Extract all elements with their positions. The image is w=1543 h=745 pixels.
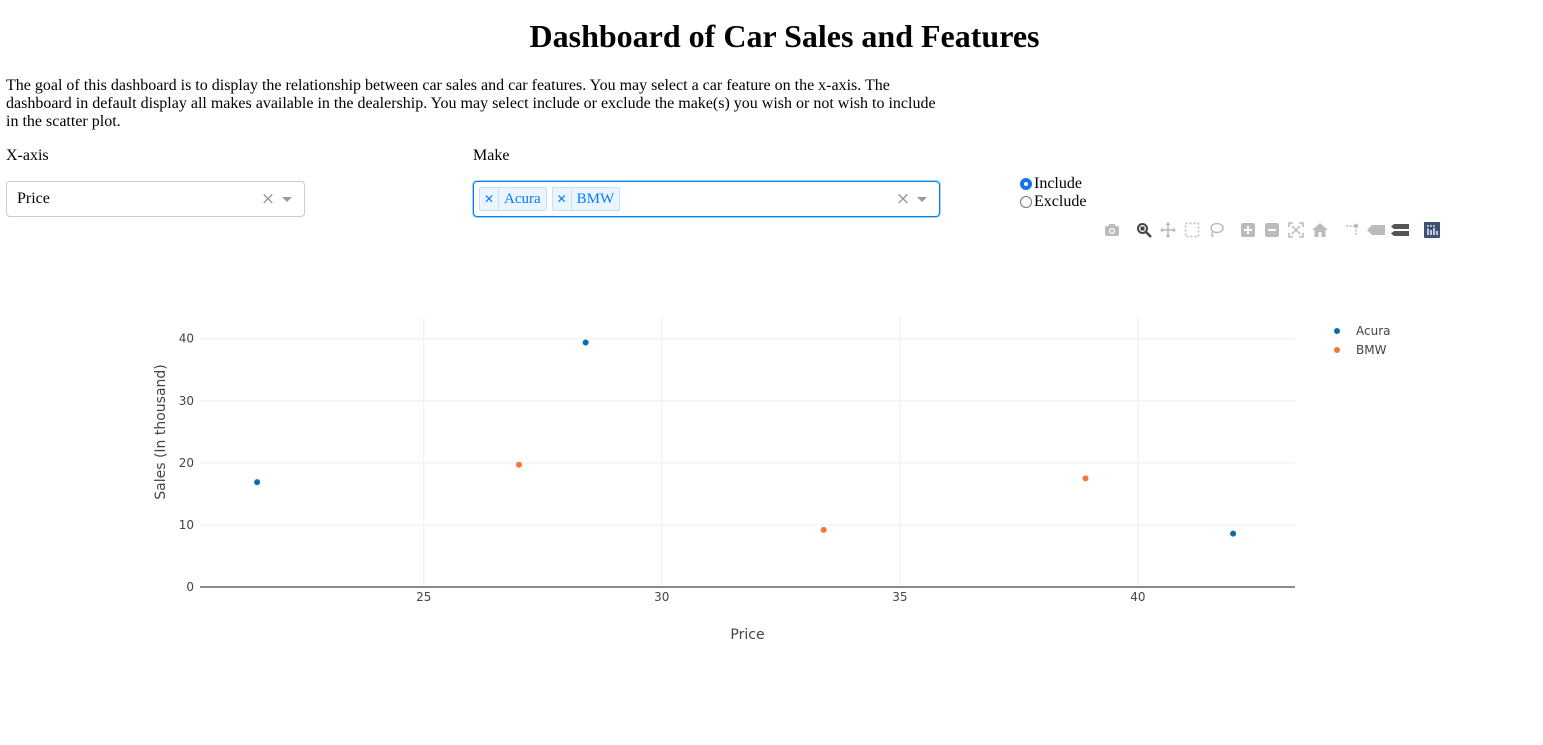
point-bmw-1[interactable] xyxy=(820,526,827,533)
make-tag-acura: ✕ Acura xyxy=(479,187,547,211)
make-label: Make xyxy=(473,147,510,164)
xaxis-clear-icon[interactable]: × xyxy=(260,189,276,209)
box-select-icon[interactable] xyxy=(1180,219,1204,241)
make-clear-icon[interactable]: × xyxy=(895,189,911,209)
chart-legend: Acura BMW xyxy=(1334,324,1391,357)
zoom-icon[interactable] xyxy=(1132,219,1156,241)
plotly-logo-icon[interactable] xyxy=(1420,219,1444,241)
x-axis-title: Price xyxy=(730,627,764,643)
radio-include[interactable]: Include xyxy=(1020,175,1086,193)
point-bmw-0[interactable] xyxy=(515,461,522,468)
x-tick-label: 40 xyxy=(1130,590,1145,604)
dashboard-description: The goal of this dashboard is to display… xyxy=(6,77,936,130)
page-title: Dashboard of Car Sales and Features xyxy=(529,18,1040,54)
xaxis-dropdown[interactable]: Price × xyxy=(6,181,305,217)
point-bmw-2[interactable] xyxy=(1082,475,1089,482)
spike-lines-icon[interactable] xyxy=(1340,219,1364,241)
make-multiselect[interactable]: ✕ Acura ✕ BMW × xyxy=(473,181,940,217)
y-tick-label: 40 xyxy=(179,332,194,346)
legend-label-acura[interactable]: Acura xyxy=(1356,324,1391,338)
xaxis-label: X-axis xyxy=(6,147,49,164)
plot-modebar xyxy=(1100,219,1444,241)
legend-marker-acura[interactable] xyxy=(1334,328,1340,334)
legend-label-bmw[interactable]: BMW xyxy=(1356,343,1387,357)
y-axis-title: Sales (In thousand) xyxy=(153,364,169,500)
remove-acura-icon[interactable]: ✕ xyxy=(480,188,499,210)
x-tick-label: 25 xyxy=(416,590,431,604)
point-acura-1[interactable] xyxy=(582,339,589,346)
xaxis-chevron-down-icon[interactable] xyxy=(282,196,292,202)
radio-exclude-label: Exclude xyxy=(1034,193,1087,210)
chart-grid xyxy=(200,317,1295,587)
lasso-select-icon[interactable] xyxy=(1204,219,1228,241)
radio-include-label: Include xyxy=(1034,175,1082,192)
make-chevron-down-icon[interactable] xyxy=(917,196,927,202)
y-tick-label: 30 xyxy=(179,394,194,408)
x-tick-label: 35 xyxy=(892,590,907,604)
scatter-chart[interactable]: 25 30 35 40 0 10 20 30 40 Acura BMW Price Sales (… xyxy=(0,280,1543,660)
chart-axes: 25 30 35 40 0 10 20 30 40 xyxy=(179,332,1295,604)
y-tick-label: 10 xyxy=(179,518,194,532)
reset-axes-icon[interactable] xyxy=(1308,219,1332,241)
y-tick-label: 20 xyxy=(179,456,194,470)
chart-points xyxy=(254,339,1237,537)
zoom-in-icon[interactable] xyxy=(1236,219,1260,241)
hover-closest-icon[interactable] xyxy=(1364,219,1388,241)
make-tags: ✕ Acura ✕ BMW xyxy=(474,187,893,211)
include-exclude-radio-group: Include Exclude xyxy=(1020,175,1086,211)
radio-exclude[interactable]: Exclude xyxy=(1020,193,1086,211)
remove-bmw-icon[interactable]: ✕ xyxy=(553,188,572,210)
xaxis-selected-value: Price xyxy=(17,190,50,207)
pan-icon[interactable] xyxy=(1156,219,1180,241)
camera-icon[interactable] xyxy=(1100,219,1124,241)
point-acura-2[interactable] xyxy=(1230,530,1237,537)
legend-marker-bmw[interactable] xyxy=(1334,347,1340,353)
make-tag-label: BMW xyxy=(576,190,615,207)
x-tick-label: 30 xyxy=(654,590,669,604)
zoom-out-icon[interactable] xyxy=(1260,219,1284,241)
y-tick-label: 0 xyxy=(186,580,194,594)
radio-include-button[interactable] xyxy=(1020,178,1032,190)
make-tag-label: Acura xyxy=(504,190,541,207)
hover-compare-icon[interactable] xyxy=(1388,219,1412,241)
autoscale-icon[interactable] xyxy=(1284,219,1308,241)
point-acura-0[interactable] xyxy=(254,479,261,486)
radio-exclude-button[interactable] xyxy=(1020,196,1032,208)
make-tag-bmw: ✕ BMW xyxy=(551,187,621,211)
